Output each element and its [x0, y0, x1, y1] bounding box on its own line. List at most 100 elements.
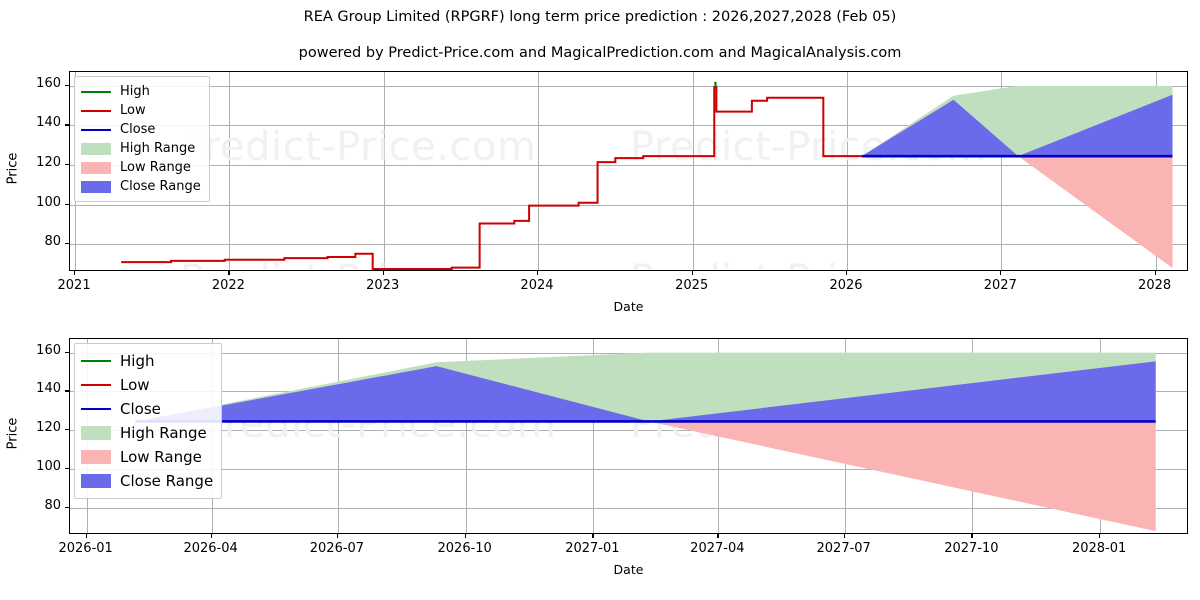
y-tick-mark [65, 506, 69, 509]
legend-item-close[interactable]: Close [81, 397, 213, 421]
legend-patch-swatch [81, 474, 111, 488]
y-tick-label: 120 [36, 420, 61, 436]
legend-item-low-range[interactable]: Low Range [81, 158, 201, 177]
x-tick-mark [210, 534, 212, 538]
legend-patch-swatch [81, 180, 111, 193]
x-tick-mark [464, 534, 466, 538]
y-tick-mark [65, 124, 69, 126]
gridline-vertical [1001, 72, 1003, 270]
y-tick-mark [65, 351, 69, 353]
x-tick-label: 2028-01 [1071, 541, 1127, 556]
band-low-range [135, 421, 1156, 532]
x-tick-mark [382, 271, 384, 275]
legend-item-high[interactable]: High [81, 349, 213, 373]
x-tick-mark [971, 534, 973, 538]
top-x-axis-label: Date [613, 299, 644, 314]
gridline-vertical [593, 339, 595, 533]
legend-item-low-range[interactable]: Low Range [81, 445, 213, 469]
x-tick-label: 2025 [675, 278, 709, 293]
legend-item-high[interactable]: High [81, 82, 201, 101]
x-tick-label: 2026-07 [309, 541, 365, 556]
bottom-legend: High Low Close High Range Low Range Close Ran… [74, 343, 223, 499]
legend-line-swatch [81, 360, 111, 362]
gridline-vertical [537, 72, 539, 270]
series-line-high [714, 81, 717, 87]
y-tick-mark [65, 84, 69, 87]
legend-item-label: Low [120, 103, 146, 118]
legend-item-high-range[interactable]: High Range [81, 139, 201, 158]
x-tick-label: 2026-10 [437, 541, 492, 556]
legend-patch-swatch [81, 450, 111, 464]
gridline-horizontal [70, 469, 1187, 471]
legend-line-swatch [81, 128, 111, 131]
legend-item-label: High Range [120, 424, 207, 442]
legend-item-low[interactable]: Low [81, 373, 213, 397]
gridline-horizontal [70, 430, 1187, 432]
legend-item-label: Close Range [120, 472, 214, 490]
y-tick-mark [65, 468, 69, 470]
legend-item-label: Close [120, 400, 161, 418]
gridline-vertical [847, 72, 848, 270]
legend-item-close[interactable]: Close [81, 120, 201, 139]
x-tick-label: 2027-10 [944, 541, 999, 556]
y-tick-label: 100 [36, 194, 61, 210]
x-tick-label: 2027 [983, 278, 1017, 293]
y-tick-label: 140 [36, 381, 61, 397]
x-tick-mark [536, 271, 539, 275]
x-tick-mark [85, 534, 87, 538]
series-line-low [121, 85, 862, 270]
legend-item-low[interactable]: Low [81, 101, 201, 120]
gridline-vertical [383, 72, 385, 270]
y-tick-mark [65, 429, 69, 431]
legend-item-label: Close [120, 122, 156, 137]
legend-line-swatch [81, 109, 111, 112]
gridline-horizontal [70, 507, 1187, 509]
top-legend: High Low Close High Range Low Range Close Ran… [74, 76, 210, 202]
page-title: REA Group Limited (RPGRF) long term pric… [303, 9, 897, 25]
y-tick-mark [65, 243, 69, 245]
y-tick-label: 160 [36, 342, 61, 358]
legend-item-label: High [120, 352, 155, 370]
gridline-vertical [337, 339, 339, 533]
x-tick-mark [717, 534, 719, 538]
x-tick-mark [846, 271, 848, 275]
gridline-horizontal [70, 204, 1187, 206]
band-low-range [861, 156, 1173, 269]
legend-item-label: Low [120, 376, 150, 394]
legend-patch-swatch [81, 142, 111, 155]
x-tick-mark [843, 534, 845, 538]
y-tick-label: 120 [36, 155, 61, 171]
gridline-horizontal [70, 85, 1187, 87]
y-tick-label: 140 [36, 115, 61, 131]
x-tick-label: 2027-07 [816, 541, 871, 556]
bottom-x-axis-label: Date [613, 562, 644, 577]
x-tick-label: 2027-04 [690, 541, 745, 556]
x-tick-label: 2028 [1138, 278, 1172, 293]
legend-item-label: High [120, 84, 150, 99]
legend-item-high-range[interactable]: High Range [81, 421, 213, 445]
series-overlay [135, 352, 1156, 532]
legend-item-close-range[interactable]: Close Range [81, 469, 213, 493]
y-tick-mark [65, 164, 69, 166]
legend-line-swatch [81, 384, 111, 386]
band-close-range [135, 361, 1156, 422]
x-tick-mark [1154, 271, 1156, 275]
x-tick-label: 2026-04 [183, 541, 238, 556]
y-tick-mark [65, 390, 69, 392]
x-tick-label: 2023 [366, 278, 400, 293]
x-tick-label: 2021 [57, 278, 91, 293]
gridline-horizontal [70, 244, 1187, 246]
legend-item-label: High Range [120, 141, 196, 156]
x-tick-mark [1000, 271, 1002, 275]
gridline-vertical [465, 339, 467, 533]
legend-item-close-range[interactable]: Close Range [81, 177, 201, 196]
x-tick-label: 2026-01 [58, 541, 113, 556]
x-tick-mark [74, 271, 76, 275]
legend-line-swatch [81, 408, 111, 410]
legend-item-label: Low Range [120, 160, 191, 175]
y-tick-label: 100 [36, 459, 61, 475]
gridline-horizontal [70, 165, 1187, 167]
x-tick-mark [228, 271, 230, 275]
